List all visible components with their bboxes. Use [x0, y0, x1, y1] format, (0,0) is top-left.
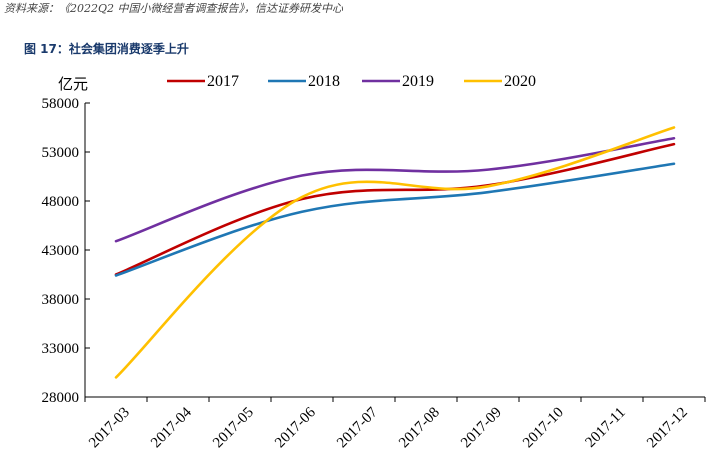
- x-tick-label: 2017-07: [334, 404, 381, 451]
- legend-label-2018: 2018: [308, 73, 340, 90]
- y-tick-label: 48000: [42, 194, 80, 210]
- series-line-2018: [114, 162, 676, 277]
- y-tick-label: 43000: [42, 243, 80, 259]
- y-tick-label: 38000: [42, 292, 80, 308]
- x-tick-label: 2017-10: [520, 405, 567, 452]
- x-tick-label: 2017-11: [583, 405, 629, 451]
- x-tick-label: 2017-09: [458, 405, 505, 452]
- x-tick-label: 2017-04: [148, 404, 195, 451]
- x-tick-label: 2017-12: [644, 405, 691, 452]
- chart-series: [114, 126, 676, 379]
- y-tick-label: 58000: [42, 96, 80, 112]
- series-line-2020: [114, 126, 676, 379]
- x-tick-label: 2017-08: [396, 405, 443, 452]
- x-tick-label: 2017-05: [210, 405, 257, 452]
- x-tick-label: 2017-06: [272, 404, 319, 451]
- figure-title: 图 17：社会集团消费逐季上升: [24, 42, 189, 56]
- legend-label-2020: 2020: [504, 73, 536, 90]
- y-axis-label: 亿元: [58, 75, 88, 93]
- y-tick-label: 33000: [42, 341, 80, 357]
- series-line-2019: [114, 136, 676, 243]
- x-tick-label: 2017-03: [86, 405, 133, 452]
- series-line-2017: [114, 142, 676, 276]
- y-tick-label: 53000: [42, 145, 80, 161]
- y-tick-label: 28000: [42, 390, 80, 406]
- source-note: 资料来源：《2022Q2 中国小微经营者调查报告》，信达证券研发中心: [4, 2, 344, 15]
- legend-label-2019: 2019: [402, 73, 434, 90]
- chart-legend: 2017 2018 2019 2020: [167, 73, 536, 90]
- legend-label-2017: 2017: [207, 73, 239, 90]
